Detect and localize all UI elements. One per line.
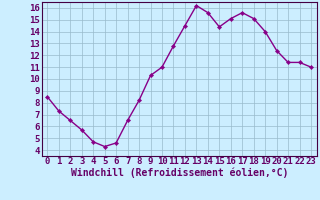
X-axis label: Windchill (Refroidissement éolien,°C): Windchill (Refroidissement éolien,°C) [70, 168, 288, 178]
